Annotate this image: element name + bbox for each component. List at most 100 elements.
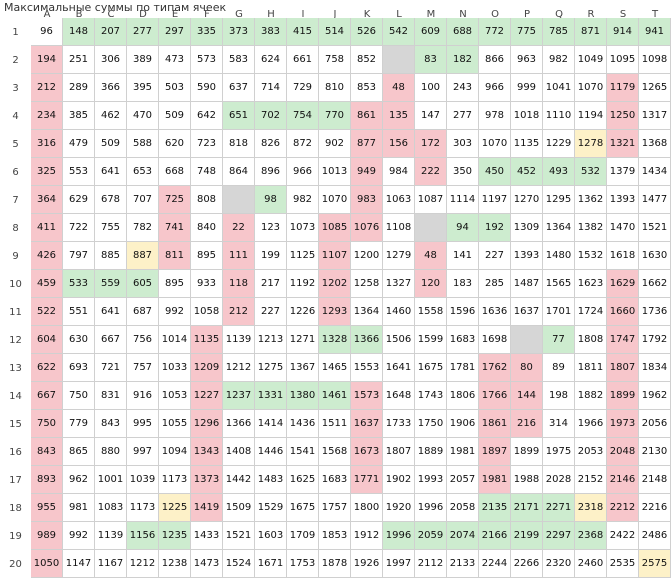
cell: 479 bbox=[63, 130, 95, 158]
cell: 2074 bbox=[447, 522, 479, 550]
cell: 212 bbox=[223, 298, 255, 326]
cell: 1701 bbox=[543, 298, 575, 326]
cell: 885 bbox=[95, 242, 127, 270]
cell: 1270 bbox=[511, 186, 543, 214]
cell: 573 bbox=[191, 46, 223, 74]
cell: 1565 bbox=[543, 270, 575, 298]
cell: 723 bbox=[191, 130, 223, 158]
cell: 277 bbox=[127, 18, 159, 46]
cell: 895 bbox=[191, 242, 223, 270]
cell: 782 bbox=[127, 214, 159, 242]
cell: 1996 bbox=[415, 494, 447, 522]
cell: 609 bbox=[415, 18, 447, 46]
cell: 1757 bbox=[319, 494, 351, 522]
cell: 2057 bbox=[447, 466, 479, 494]
cell: 955 bbox=[31, 494, 63, 522]
cell: 1055 bbox=[159, 410, 191, 438]
cell: 1229 bbox=[543, 130, 575, 158]
cell: 2271 bbox=[543, 494, 575, 522]
cell: 2244 bbox=[479, 550, 511, 578]
cell: 707 bbox=[127, 186, 159, 214]
empty-cell bbox=[511, 326, 543, 354]
cell: 1070 bbox=[479, 130, 511, 158]
cell: 1328 bbox=[319, 326, 351, 354]
cell: 667 bbox=[95, 326, 127, 354]
cell: 1001 bbox=[95, 466, 127, 494]
cell: 1049 bbox=[575, 46, 607, 74]
cell: 533 bbox=[63, 270, 95, 298]
column-header: D bbox=[139, 8, 147, 20]
empty-cell bbox=[223, 186, 255, 214]
cell: 725 bbox=[159, 186, 191, 214]
column-header: O bbox=[491, 8, 499, 20]
cell: 1408 bbox=[223, 438, 255, 466]
cell: 306 bbox=[95, 46, 127, 74]
cell: 1461 bbox=[319, 382, 351, 410]
cell: 335 bbox=[191, 18, 223, 46]
cell: 366 bbox=[95, 74, 127, 102]
cell: 1414 bbox=[255, 410, 287, 438]
cell: 651 bbox=[223, 102, 255, 130]
cell: 775 bbox=[511, 18, 543, 46]
row-header: 14 bbox=[9, 390, 22, 402]
cell: 1641 bbox=[383, 354, 415, 382]
cell: 526 bbox=[351, 18, 383, 46]
cell: 509 bbox=[159, 102, 191, 130]
cell: 1107 bbox=[319, 242, 351, 270]
cell: 1108 bbox=[383, 214, 415, 242]
cell: 588 bbox=[127, 130, 159, 158]
cell: 757 bbox=[127, 354, 159, 382]
cell: 1295 bbox=[543, 186, 575, 214]
cell: 212 bbox=[31, 74, 63, 102]
cell: 641 bbox=[95, 298, 127, 326]
cell: 22 bbox=[223, 214, 255, 242]
cell: 314 bbox=[543, 410, 575, 438]
cell: 1596 bbox=[447, 298, 479, 326]
cell: 624 bbox=[255, 46, 287, 74]
cell: 1981 bbox=[447, 438, 479, 466]
cell: 222 bbox=[415, 158, 447, 186]
cell: 141 bbox=[447, 242, 479, 270]
cell: 1213 bbox=[255, 326, 287, 354]
cell: 997 bbox=[127, 438, 159, 466]
cell: 941 bbox=[639, 18, 671, 46]
cell: 1473 bbox=[191, 550, 223, 578]
row-header: 15 bbox=[9, 418, 22, 430]
cell: 714 bbox=[255, 74, 287, 102]
cell: 1364 bbox=[543, 214, 575, 242]
cell: 1433 bbox=[191, 522, 223, 550]
cell: 285 bbox=[479, 270, 511, 298]
cell: 750 bbox=[63, 382, 95, 410]
cell: 473 bbox=[159, 46, 191, 74]
cell: 630 bbox=[63, 326, 95, 354]
cell: 999 bbox=[511, 74, 543, 102]
cell: 893 bbox=[31, 466, 63, 494]
cell: 605 bbox=[127, 270, 159, 298]
cell: 289 bbox=[63, 74, 95, 102]
cell: 1209 bbox=[191, 354, 223, 382]
cell: 989 bbox=[31, 522, 63, 550]
cell: 48 bbox=[383, 74, 415, 102]
cell: 702 bbox=[255, 102, 287, 130]
cell: 583 bbox=[223, 46, 255, 74]
empty-cell bbox=[383, 46, 415, 74]
cell: 755 bbox=[95, 214, 127, 242]
column-header: B bbox=[75, 8, 83, 20]
cell: 1070 bbox=[319, 186, 351, 214]
cell: 192 bbox=[479, 214, 511, 242]
cell: 1675 bbox=[415, 354, 447, 382]
cell: 1637 bbox=[351, 410, 383, 438]
cell: 653 bbox=[127, 158, 159, 186]
column-header: N bbox=[459, 8, 467, 20]
cell: 1083 bbox=[95, 494, 127, 522]
cell: 779 bbox=[63, 410, 95, 438]
cell: 933 bbox=[191, 270, 223, 298]
cell: 1973 bbox=[607, 410, 639, 438]
cell: 1173 bbox=[159, 466, 191, 494]
cell: 1902 bbox=[383, 466, 415, 494]
cell: 1524 bbox=[223, 550, 255, 578]
cell: 89 bbox=[543, 354, 575, 382]
sheet-title: Максимальные суммы по типам ячеек bbox=[4, 1, 227, 14]
cell: 77 bbox=[543, 326, 575, 354]
cell: 1070 bbox=[575, 74, 607, 102]
